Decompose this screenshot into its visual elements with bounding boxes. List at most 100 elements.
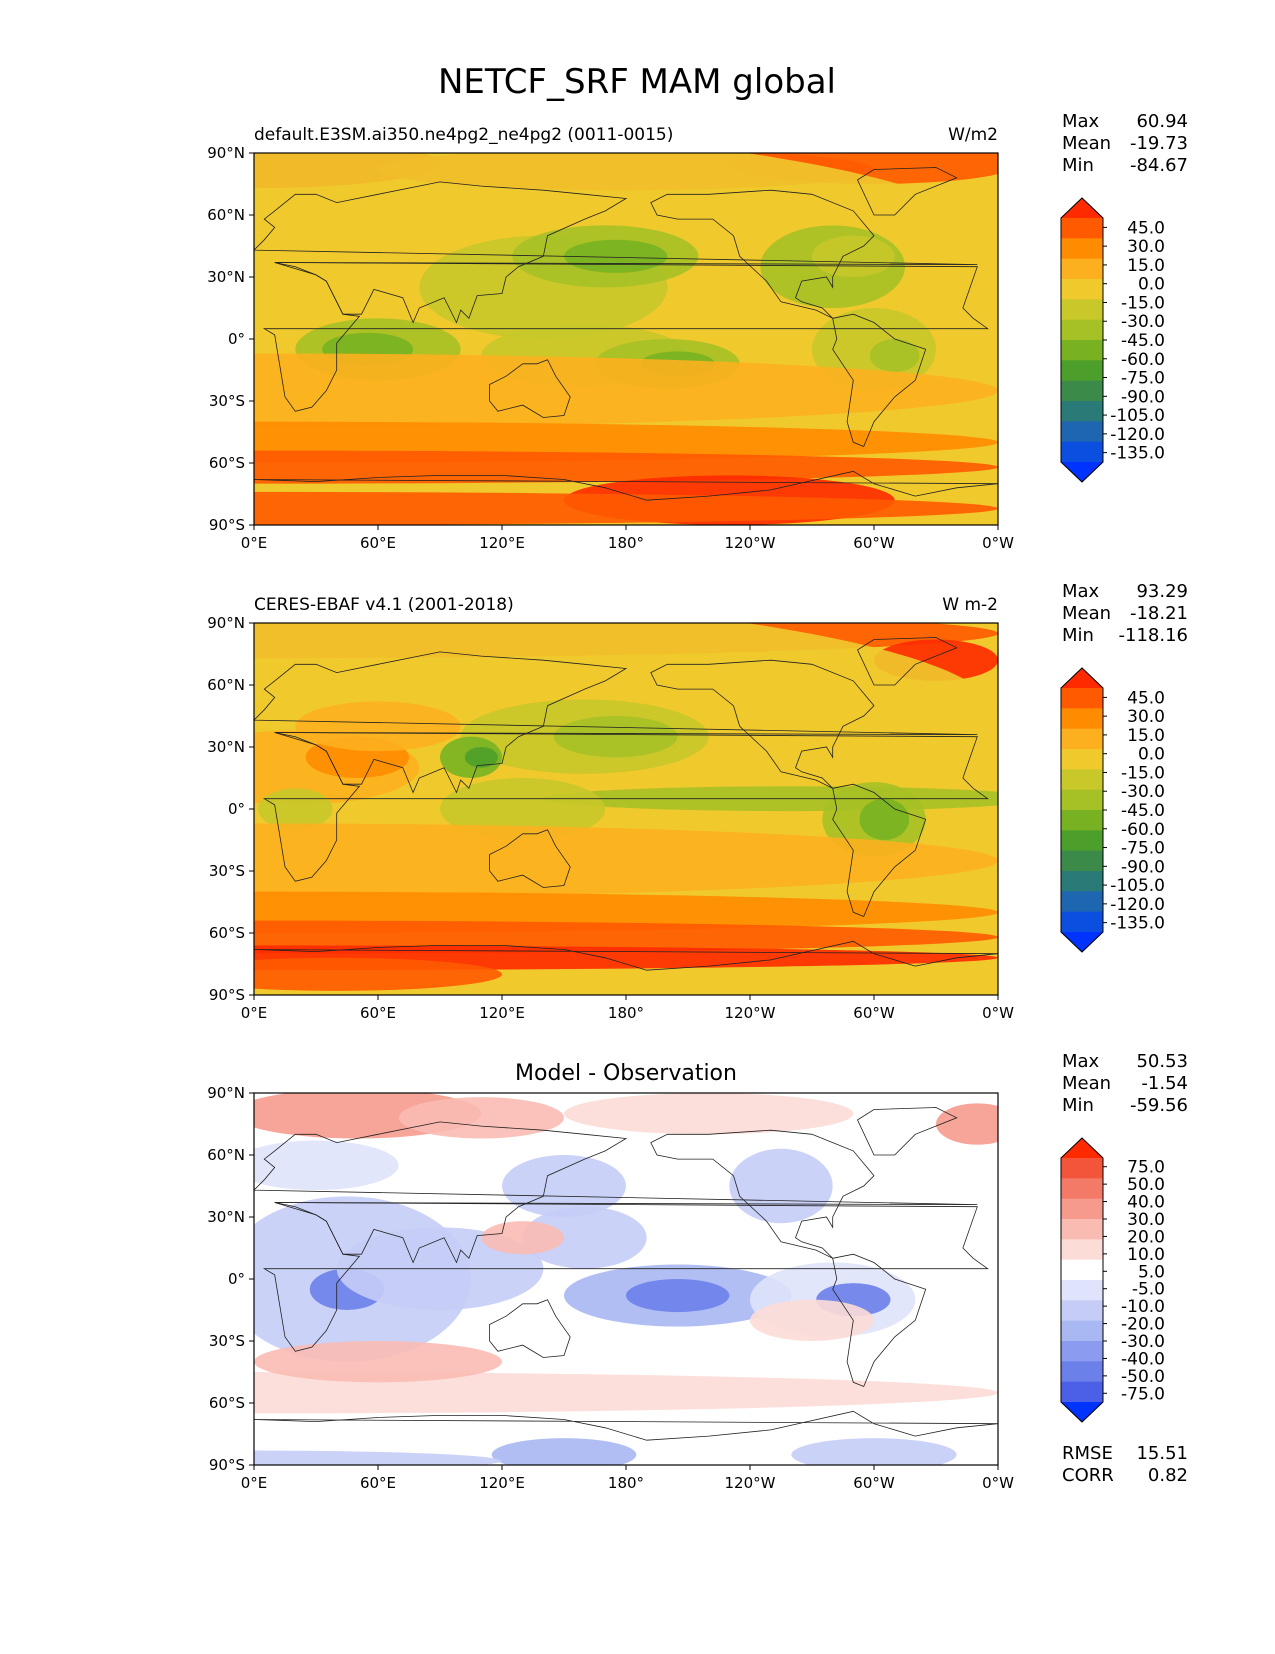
- panel-center-title: Model - Observation: [515, 1061, 737, 1086]
- stat-label: Min: [1062, 1095, 1094, 1116]
- y-tick-label: 90°N: [207, 144, 245, 162]
- colorbar-tick-label: -15.0: [1121, 763, 1165, 783]
- colorbar-tick-label: -75.0: [1121, 1384, 1165, 1404]
- colorbar-tick-label: -105.0: [1110, 876, 1165, 896]
- colorbar-tick-label: -30.0: [1121, 1332, 1165, 1352]
- colorbar-tick-label: -50.0: [1121, 1367, 1165, 1387]
- colorbar-tick-label: -10.0: [1121, 1297, 1165, 1317]
- x-tick-label: 0°E: [241, 1004, 268, 1022]
- x-tick-label: 180°: [608, 534, 644, 552]
- coastlines: [254, 637, 998, 971]
- y-tick-label: 60°N: [207, 676, 245, 694]
- x-tick-label: 0°W: [982, 534, 1014, 552]
- colorbar-tick-label: -105.0: [1110, 406, 1165, 426]
- colorbar-tick-label: 30.0: [1127, 1210, 1165, 1230]
- y-tick-label: 90°N: [207, 614, 245, 632]
- x-tick-label: 60°E: [360, 1474, 396, 1492]
- colorbar: 75.050.040.030.020.010.05.0-5.0-10.0-20.…: [1060, 1137, 1165, 1423]
- map-field: [254, 153, 998, 525]
- colorbar-tick-label: 0.0: [1138, 275, 1165, 295]
- y-tick-label: 30°S: [209, 862, 245, 880]
- x-tick-label: 120°E: [479, 1474, 525, 1492]
- colorbar-tick-label: -75.0: [1121, 839, 1165, 859]
- panel-left-title: CERES-EBAF v4.1 (2001-2018): [254, 595, 514, 615]
- colorbar-tick-label: -75.0: [1121, 369, 1165, 389]
- map-field: [254, 623, 998, 995]
- colorbar-tick-label: -40.0: [1121, 1349, 1165, 1369]
- stat-value: -1.54: [1141, 1073, 1188, 1094]
- colorbar-tick-label: -135.0: [1110, 444, 1165, 464]
- y-tick-label: 30°N: [207, 1208, 245, 1226]
- x-tick-label: 120°W: [725, 1004, 776, 1022]
- stat-value: -19.73: [1130, 133, 1188, 154]
- colorbar-tick-label: -45.0: [1121, 801, 1165, 821]
- map-field: [254, 1093, 998, 1465]
- y-tick-label: 90°S: [209, 986, 245, 1004]
- panel-2: 0°E 60°E 120°E 180° 120°W 60°W 0°W 90°N 60°N 30°N…: [207, 581, 1188, 1022]
- colorbar-tick-label: 15.0: [1127, 726, 1165, 746]
- colorbar-tick-label: -5.0: [1132, 1280, 1165, 1300]
- y-tick-label: 90°S: [209, 516, 245, 534]
- figure-title: NETCF_SRF MAM global: [438, 62, 836, 102]
- y-tick-label: 30°S: [209, 1332, 245, 1350]
- y-tick-label: 30°N: [207, 738, 245, 756]
- colorbar-tick-label: 45.0: [1127, 688, 1165, 708]
- x-tick-label: 60°W: [853, 1474, 895, 1492]
- coastlines: [254, 167, 998, 501]
- x-tick-label: 180°: [608, 1474, 644, 1492]
- y-tick-label: 90°S: [209, 1456, 245, 1474]
- stat-label: Mean: [1062, 133, 1111, 154]
- extra-stat-label: CORR: [1062, 1465, 1114, 1486]
- colorbar: 45.030.015.00.0-15.0-30.0-45.0-60.0-75.0…: [1060, 197, 1165, 483]
- x-tick-label: 60°W: [853, 1004, 895, 1022]
- x-tick-label: 60°W: [853, 534, 895, 552]
- colorbar: 45.030.015.00.0-15.0-30.0-45.0-60.0-75.0…: [1060, 667, 1165, 953]
- x-tick-label: 120°E: [479, 1004, 525, 1022]
- colorbar-tick-label: 45.0: [1127, 218, 1165, 238]
- colorbar-tick-label: 20.0: [1127, 1227, 1165, 1247]
- x-tick-label: 60°E: [360, 534, 396, 552]
- stat-value: -18.21: [1130, 603, 1188, 624]
- x-tick-label: 0°W: [982, 1474, 1014, 1492]
- colorbar-tick-label: -15.0: [1121, 293, 1165, 313]
- colorbar-tick-label: 0.0: [1138, 745, 1165, 765]
- y-tick-label: 30°N: [207, 268, 245, 286]
- colorbar-tick-label: 15.0: [1127, 256, 1165, 276]
- colorbar-tick-label: -90.0: [1121, 857, 1165, 877]
- panel-3: 0°E 60°E 120°E 180° 120°W 60°W 0°W 90°N 60°N 30°N…: [207, 1051, 1188, 1492]
- colorbar-tick-label: -45.0: [1121, 331, 1165, 351]
- y-tick-label: 60°S: [209, 454, 245, 472]
- colorbar-tick-label: -60.0: [1121, 820, 1165, 840]
- stat-label: Max: [1062, 111, 1100, 132]
- colorbar-tick-label: -120.0: [1110, 425, 1165, 445]
- coastlines: [254, 1107, 998, 1441]
- y-tick-label: 60°S: [209, 924, 245, 942]
- stat-label: Mean: [1062, 603, 1111, 624]
- colorbar-tick-label: 5.0: [1138, 1262, 1165, 1282]
- colorbar-tick-label: 10.0: [1127, 1245, 1165, 1265]
- y-tick-label: 60°S: [209, 1394, 245, 1412]
- x-tick-label: 120°E: [479, 534, 525, 552]
- colorbar-tick-label: 75.0: [1127, 1158, 1165, 1178]
- x-tick-label: 180°: [608, 1004, 644, 1022]
- colorbar-tick-label: 30.0: [1127, 707, 1165, 727]
- colorbar-tick-label: -120.0: [1110, 895, 1165, 915]
- y-tick-label: 0°: [228, 800, 245, 818]
- stat-value: -59.56: [1130, 1095, 1188, 1116]
- stat-label: Min: [1062, 155, 1094, 176]
- stat-label: Max: [1062, 1051, 1100, 1072]
- stat-value: 93.29: [1136, 581, 1188, 602]
- y-tick-label: 60°N: [207, 1146, 245, 1164]
- y-tick-label: 30°S: [209, 392, 245, 410]
- stat-value: -118.16: [1119, 625, 1188, 646]
- y-tick-label: 90°N: [207, 1084, 245, 1102]
- extra-stat-value: 0.82: [1148, 1465, 1188, 1486]
- stat-label: Max: [1062, 581, 1100, 602]
- colorbar-tick-label: -60.0: [1121, 350, 1165, 370]
- stat-value: 60.94: [1136, 111, 1188, 132]
- x-tick-label: 60°E: [360, 1004, 396, 1022]
- y-tick-label: 0°: [228, 330, 245, 348]
- x-tick-label: 0°E: [241, 534, 268, 552]
- colorbar-tick-label: 30.0: [1127, 237, 1165, 257]
